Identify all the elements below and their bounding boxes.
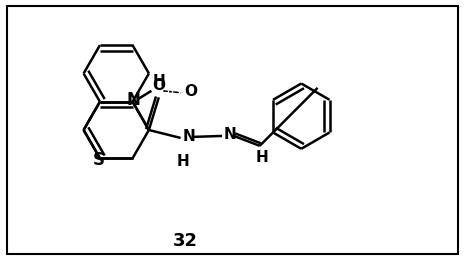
Text: H: H [153,74,165,89]
Text: N: N [183,129,195,144]
Text: N: N [126,91,140,109]
FancyBboxPatch shape [7,6,458,254]
Text: S: S [93,151,105,169]
Text: N: N [224,127,237,142]
Text: O: O [184,84,197,99]
Text: H: H [255,150,268,165]
Text: O: O [153,79,165,93]
Text: 32: 32 [173,232,198,250]
Text: H: H [176,154,189,169]
